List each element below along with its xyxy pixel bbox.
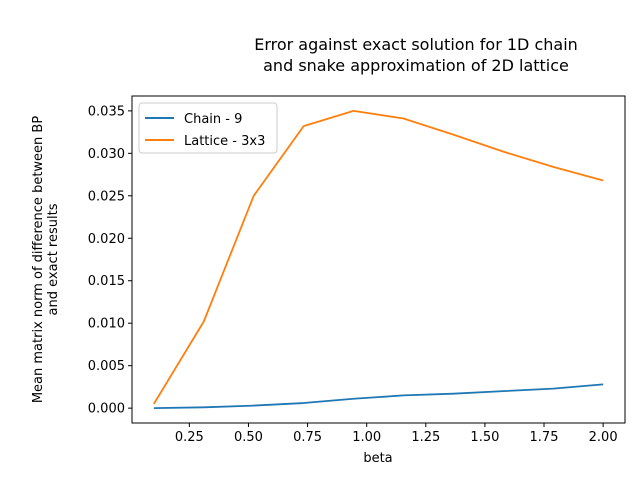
x-tick-label: 1.75 xyxy=(530,430,559,445)
y-axis-ticks: 0.000 0.005 0.010 0.015 0.020 0.025 0.030 0.035 xyxy=(88,104,132,417)
y-axis-label: Mean matrix norm of difference between B… xyxy=(31,116,61,403)
x-axis-label: beta xyxy=(363,451,392,466)
x-tick-label: 0.25 xyxy=(175,430,204,445)
series-layer xyxy=(153,109,604,410)
x-tick-label: 0.75 xyxy=(293,430,322,445)
y-tick-label: 0.020 xyxy=(88,232,125,247)
chart-title-line-1: Error against exact solution for 1D chai… xyxy=(254,35,578,54)
series-line-chain xyxy=(153,383,604,410)
y-tick-label: 0.035 xyxy=(88,104,125,119)
legend: Chain - 9 Lattice - 3x3 xyxy=(138,102,278,154)
x-tick-label: 1.50 xyxy=(470,430,499,445)
plot-frame xyxy=(131,95,626,424)
y-tick-label: 0.010 xyxy=(88,317,125,332)
y-axis-label-line-1: Mean matrix norm of difference between B… xyxy=(31,116,46,403)
series-line-lattice xyxy=(153,109,604,405)
plot-area: 0.25 0.50 0.75 1.00 1.25 1.50 1.75 2.00 0.0000.… xyxy=(88,95,626,445)
x-tick-label: 1.25 xyxy=(411,430,440,445)
y-tick-label: 0.005 xyxy=(88,359,125,374)
x-tick-label: 2.00 xyxy=(589,430,618,445)
legend-label-chain: Chain - 9 xyxy=(184,112,242,127)
y-tick-label: 0.015 xyxy=(88,274,125,289)
y-tick-label: 0.000 xyxy=(88,402,125,417)
x-tick-label: 0.50 xyxy=(234,430,263,445)
x-tick-label: 1.00 xyxy=(352,430,381,445)
chart-title-line-2: and snake approximation of 2D lattice xyxy=(263,56,569,75)
y-tick-label: 0.030 xyxy=(88,147,125,162)
legend-label-lattice: Lattice - 3x3 xyxy=(184,134,265,149)
y-tick-label: 0.025 xyxy=(88,189,125,204)
y-axis-label-line-2: and exact results xyxy=(46,203,61,315)
x-axis-ticks: 0.25 0.50 0.75 1.00 1.25 1.50 1.75 2.00 xyxy=(175,423,618,445)
